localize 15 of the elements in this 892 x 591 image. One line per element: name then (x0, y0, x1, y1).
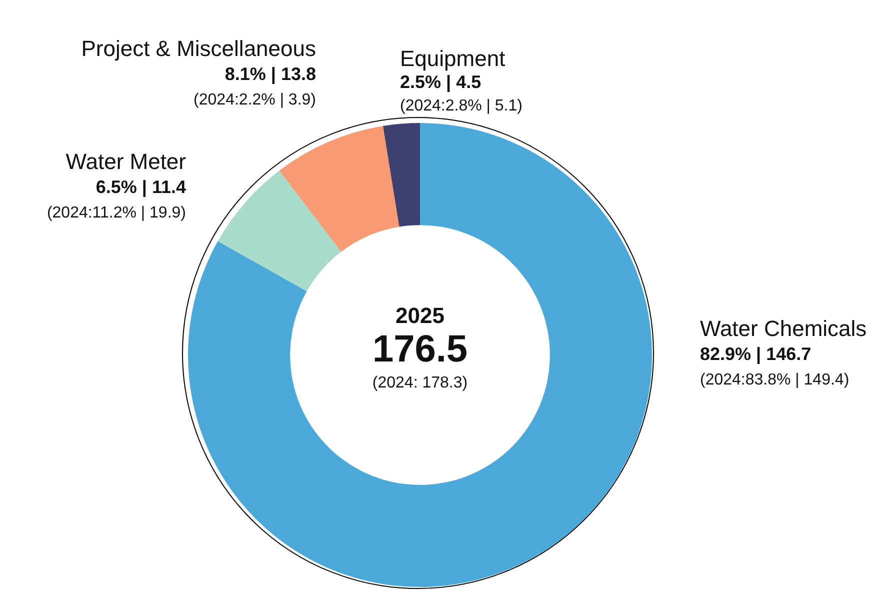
data-label: 82.9% | 146.7 (700, 344, 812, 364)
data-label: 6.5% | 11.4 (96, 176, 186, 197)
slice-label: Project & Miscellaneous (81, 36, 316, 62)
text: (2024: 178.3) (372, 374, 468, 392)
text: 176.5 (372, 328, 468, 370)
data-label: 8.1% | 13.8 (224, 64, 316, 84)
text: (2024:2.2% | 3.9) (194, 91, 316, 108)
text: 2025 (396, 303, 444, 328)
text: (2024:83.8% | 149.4) (700, 371, 850, 388)
text: (2024:11.2% | 19.9) (46, 204, 186, 222)
slice-label: Water Meter (66, 149, 186, 174)
slice-label: Water Chemicals (700, 316, 867, 342)
slice-label: Equipment (400, 46, 506, 72)
data-label: 2.5% | 4.5 (400, 72, 482, 92)
text: (2024:2.8% | 5.1) (400, 97, 522, 114)
